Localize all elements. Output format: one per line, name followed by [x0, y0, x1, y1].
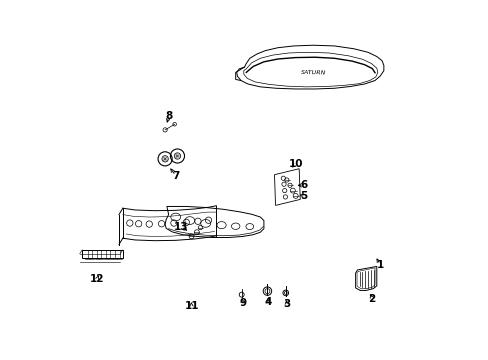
Text: 11: 11 [184, 301, 199, 311]
Text: 12: 12 [90, 274, 104, 284]
Text: 4: 4 [264, 297, 271, 307]
Text: 10: 10 [288, 159, 302, 169]
Text: 6: 6 [300, 180, 307, 190]
Text: SATURN: SATURN [300, 70, 325, 75]
Bar [82, 250, 122, 258]
Text: 2: 2 [368, 294, 375, 304]
Text: 1: 1 [376, 260, 383, 270]
Text: 9: 9 [239, 298, 246, 308]
Text: 3: 3 [283, 299, 290, 309]
Text: 8: 8 [165, 111, 172, 121]
Text: 5: 5 [300, 191, 307, 201]
Text: 13: 13 [173, 221, 188, 231]
Text: 7: 7 [172, 171, 179, 181]
